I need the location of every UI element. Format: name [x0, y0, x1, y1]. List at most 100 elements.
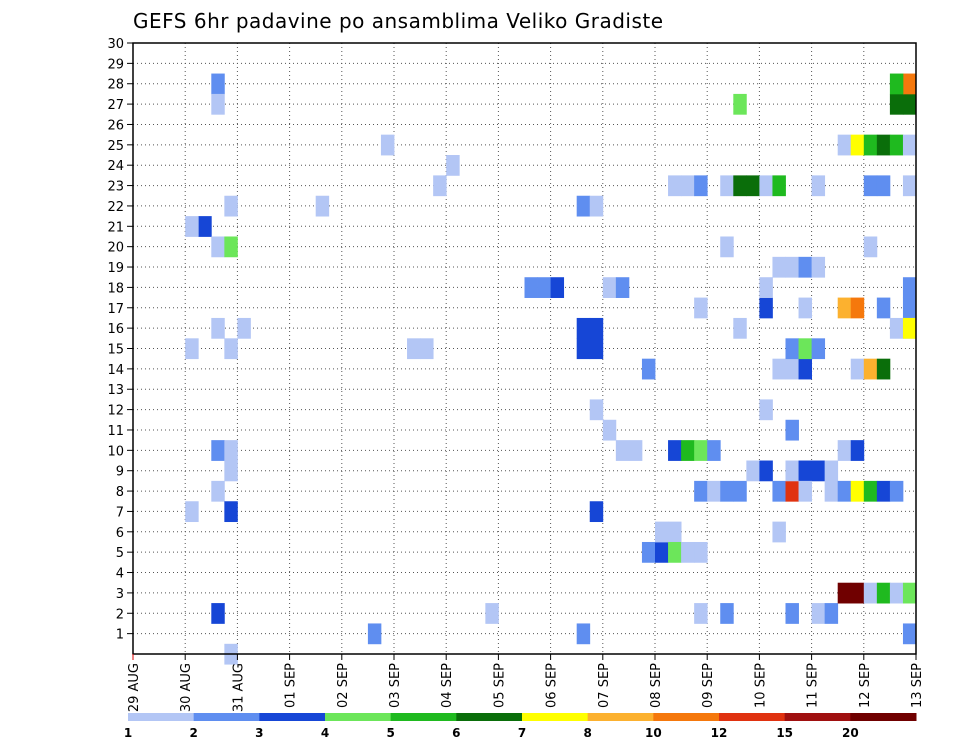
precipitation-cells: [185, 73, 917, 665]
colorbar: 1 2 3 4 5 6 7 8 10 12 15 20: [124, 713, 917, 740]
x-tick-label: 01 SEP: [284, 663, 299, 708]
precip-cell: [902, 623, 917, 645]
precip-cell: [902, 175, 917, 197]
y-tick-label: 27: [107, 98, 124, 113]
precip-cell: [668, 440, 682, 461]
y-tick-label: 9: [116, 465, 124, 480]
x-tick-label: 31 AUG: [231, 663, 246, 712]
precip-cell: [811, 338, 826, 360]
y-tick-label: 15: [107, 343, 124, 358]
precip-cell: [694, 603, 708, 624]
precip-cell: [798, 297, 812, 319]
precip-cell: [889, 480, 904, 502]
precip-cell: [198, 216, 212, 237]
precip-cell: [589, 501, 604, 523]
precip-cell: [902, 582, 917, 604]
precip-cell: [576, 195, 591, 217]
precip-cell: [850, 134, 865, 156]
y-tick-label: 2: [116, 607, 124, 622]
precip-cell: [733, 175, 747, 197]
precip-cell: [889, 73, 904, 95]
precip-cell: [772, 256, 786, 278]
colorbar-segment: [850, 713, 917, 721]
precip-cell: [876, 134, 891, 156]
x-tick-label: 09 SEP: [701, 663, 716, 708]
precip-cell: [785, 338, 799, 360]
precip-cell: [524, 277, 538, 298]
precip-cell: [824, 480, 839, 502]
precip-cell: [211, 440, 225, 461]
chart-title: GEFS 6hr padavine po ansamblima Veliko G…: [133, 9, 664, 33]
precip-cell: [185, 338, 199, 360]
x-tick-label: 12 SEP: [858, 663, 873, 708]
precip-cell: [824, 603, 839, 624]
y-tick-label: 3: [116, 587, 124, 602]
precip-cell: [902, 134, 917, 156]
colorbar-segment: [259, 713, 326, 721]
precip-cell: [850, 582, 865, 604]
precip-cell: [694, 480, 708, 502]
precip-cell: [720, 236, 734, 258]
precip-cell: [850, 358, 865, 380]
x-tick-label: 04 SEP: [440, 663, 455, 708]
y-tick-label: 23: [107, 180, 124, 195]
precip-cell: [863, 358, 878, 380]
precip-cell: [798, 460, 812, 482]
y-tick-label: 20: [107, 241, 124, 256]
precip-cell: [785, 358, 799, 380]
precip-cell: [537, 277, 551, 298]
colorbar-segment: [325, 713, 392, 721]
precip-cell: [602, 277, 617, 298]
precip-cell: [433, 175, 447, 197]
x-tick-label: 07 SEP: [597, 663, 612, 708]
x-axis: 29 AUG 30 AUG 31 AUG 01 SEP 02 SEP 03 SEP 04 S…: [127, 654, 925, 712]
precip-cell: [837, 297, 852, 319]
y-tick-label: 14: [107, 363, 124, 378]
precip-cell: [668, 175, 682, 197]
colorbar-tick-label: 10: [645, 726, 662, 740]
y-tick-label: 22: [107, 200, 124, 215]
precip-cell: [837, 440, 852, 461]
precip-cell: [707, 440, 721, 461]
colorbar-tick-label: 15: [776, 726, 793, 740]
colorbar-tick-label: 5: [386, 726, 394, 740]
precip-cell: [902, 277, 917, 298]
y-tick-label: 19: [107, 261, 124, 276]
y-tick-label: 13: [107, 383, 124, 398]
precip-cell: [785, 480, 799, 502]
colorbar-segment: [522, 713, 589, 721]
precip-cell: [889, 582, 904, 604]
precip-cell: [681, 440, 695, 461]
precip-cell: [863, 582, 878, 604]
precip-cell: [224, 195, 238, 217]
precip-cell: [785, 256, 799, 278]
precip-cell: [668, 541, 682, 563]
precip-cell: [576, 623, 591, 645]
precip-cell: [602, 419, 617, 441]
precip-cell: [641, 358, 656, 380]
colorbar-segment: [653, 713, 720, 721]
precip-cell: [850, 297, 865, 319]
x-tick-label: 10 SEP: [753, 663, 768, 708]
precip-cell: [628, 440, 643, 461]
precip-cell: [367, 623, 382, 645]
precip-cell: [733, 480, 747, 502]
colorbar-segment: [784, 713, 851, 721]
precip-cell: [902, 297, 917, 319]
precip-cell: [681, 541, 695, 563]
precip-cell: [837, 134, 852, 156]
precip-cell: [759, 460, 773, 482]
precip-cell: [615, 440, 630, 461]
precip-cell: [876, 582, 891, 604]
precip-cell: [759, 399, 773, 421]
precip-cell: [707, 480, 721, 502]
precip-cell: [380, 134, 395, 156]
colorbar-segment: [128, 713, 195, 721]
precip-cell: [785, 419, 799, 441]
precip-cell: [876, 297, 891, 319]
precip-cell: [655, 541, 669, 563]
precip-cell: [211, 93, 225, 115]
precip-cell: [733, 93, 747, 115]
precip-cell: [772, 358, 786, 380]
